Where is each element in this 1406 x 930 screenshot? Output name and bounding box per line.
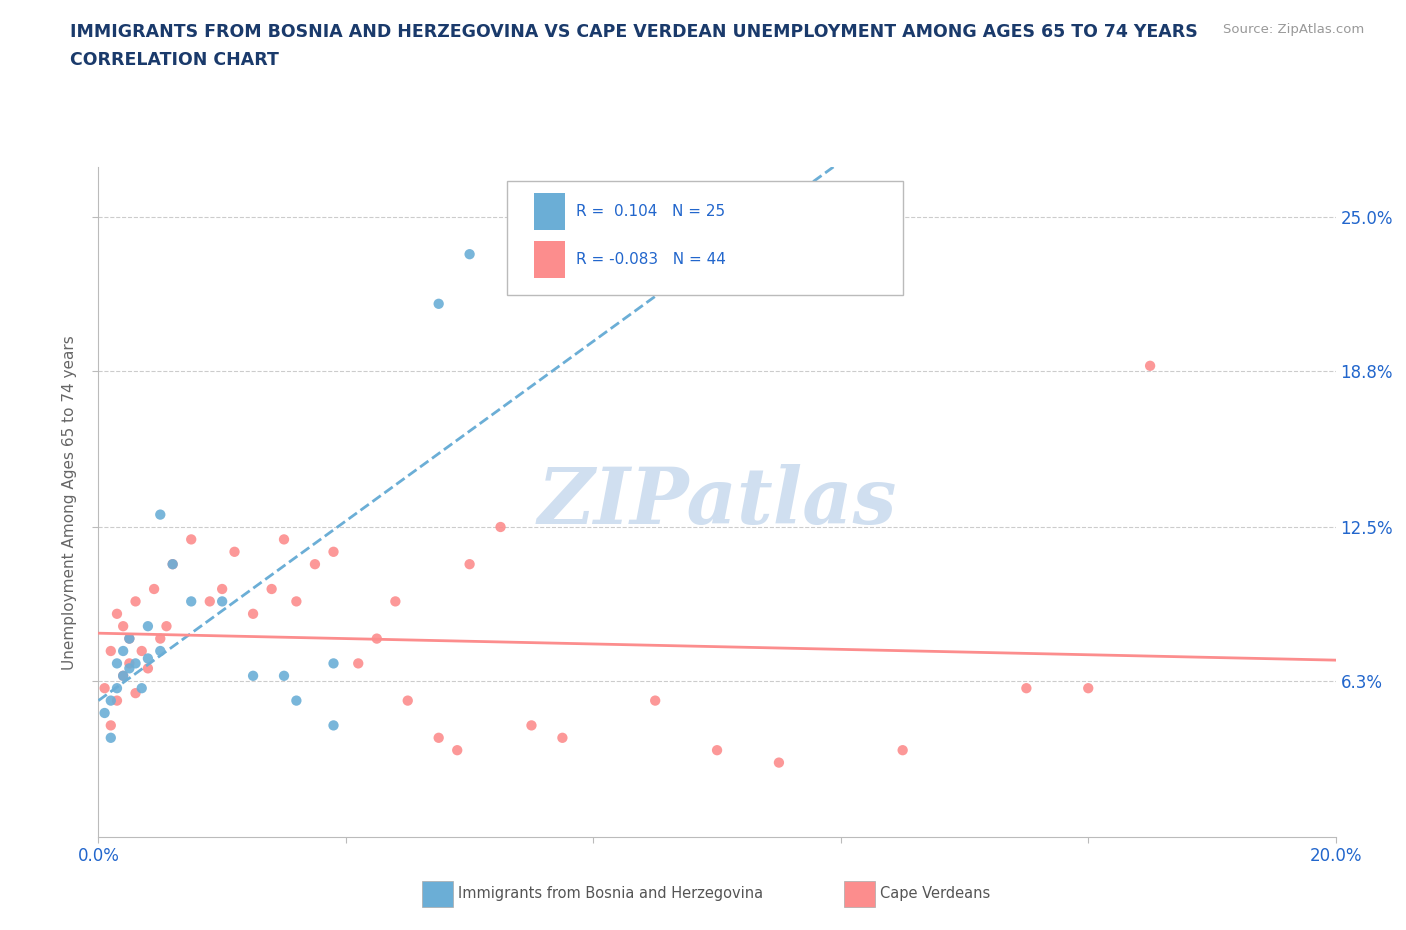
Point xyxy=(489,520,512,535)
Text: R = -0.083   N = 44: R = -0.083 N = 44 xyxy=(576,252,725,267)
Point xyxy=(112,618,135,633)
Point xyxy=(155,618,177,633)
Point xyxy=(143,581,166,596)
Point xyxy=(322,718,344,733)
Point xyxy=(285,594,308,609)
Point xyxy=(768,755,790,770)
Point xyxy=(131,681,153,696)
Point xyxy=(366,631,388,646)
Point xyxy=(100,644,122,658)
Point xyxy=(520,718,543,733)
Point xyxy=(396,693,419,708)
Point xyxy=(644,693,666,708)
Text: Immigrants from Bosnia and Herzegovina: Immigrants from Bosnia and Herzegovina xyxy=(458,886,763,901)
Point xyxy=(1015,681,1038,696)
Point xyxy=(1139,358,1161,373)
Text: IMMIGRANTS FROM BOSNIA AND HERZEGOVINA VS CAPE VERDEAN UNEMPLOYMENT AMONG AGES 6: IMMIGRANTS FROM BOSNIA AND HERZEGOVINA V… xyxy=(70,23,1198,41)
Point xyxy=(100,730,122,745)
Point xyxy=(347,656,370,671)
Point xyxy=(112,644,135,658)
Point xyxy=(118,661,141,676)
Point xyxy=(93,706,115,721)
Point xyxy=(551,730,574,745)
Point xyxy=(131,644,153,658)
Point xyxy=(273,669,295,684)
Point xyxy=(706,743,728,758)
Point xyxy=(124,685,146,700)
Point xyxy=(118,631,141,646)
Point xyxy=(242,606,264,621)
Text: CORRELATION CHART: CORRELATION CHART xyxy=(70,51,280,69)
Point xyxy=(100,693,122,708)
Point xyxy=(891,743,914,758)
Point xyxy=(458,246,481,261)
Point xyxy=(124,594,146,609)
Point xyxy=(105,693,128,708)
Point xyxy=(242,669,264,684)
Point xyxy=(136,661,159,676)
Point xyxy=(1077,681,1099,696)
Point xyxy=(211,594,233,609)
Point xyxy=(211,581,233,596)
Point xyxy=(112,669,135,684)
Point xyxy=(112,669,135,684)
Point xyxy=(149,644,172,658)
Point xyxy=(285,693,308,708)
Point xyxy=(224,544,246,559)
Point xyxy=(446,743,468,758)
Bar xyxy=(534,193,565,230)
Point xyxy=(100,718,122,733)
Point xyxy=(180,532,202,547)
Point xyxy=(149,631,172,646)
Text: Cape Verdeans: Cape Verdeans xyxy=(880,886,990,901)
Point xyxy=(118,631,141,646)
FancyBboxPatch shape xyxy=(506,180,903,295)
Point xyxy=(304,557,326,572)
Point xyxy=(124,656,146,671)
Point xyxy=(136,651,159,666)
Point xyxy=(93,681,115,696)
Text: Source: ZipAtlas.com: Source: ZipAtlas.com xyxy=(1223,23,1364,36)
Point xyxy=(105,681,128,696)
Point xyxy=(384,594,406,609)
Point xyxy=(180,594,202,609)
Y-axis label: Unemployment Among Ages 65 to 74 years: Unemployment Among Ages 65 to 74 years xyxy=(62,335,77,670)
Point xyxy=(260,581,283,596)
Point xyxy=(162,557,184,572)
Point xyxy=(149,507,172,522)
Point xyxy=(458,557,481,572)
Text: ZIPatlas: ZIPatlas xyxy=(537,464,897,540)
Point xyxy=(427,297,450,312)
Point xyxy=(427,730,450,745)
Point xyxy=(118,656,141,671)
Text: R =  0.104   N = 25: R = 0.104 N = 25 xyxy=(576,204,725,219)
Point xyxy=(105,656,128,671)
Point xyxy=(322,544,344,559)
Point xyxy=(162,557,184,572)
Point xyxy=(273,532,295,547)
Point xyxy=(136,618,159,633)
Bar xyxy=(534,241,565,278)
Point xyxy=(105,606,128,621)
Point xyxy=(322,656,344,671)
Point xyxy=(198,594,221,609)
